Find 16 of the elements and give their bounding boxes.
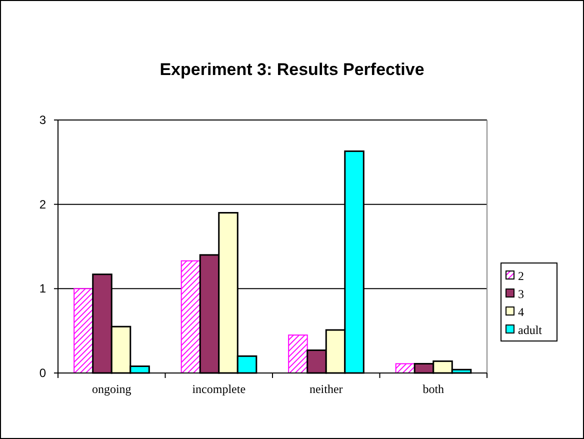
x-tick-label: ongoing — [92, 382, 132, 396]
y-tick-label: 3 — [39, 113, 46, 127]
y-tick-label: 0 — [39, 366, 46, 380]
legend-label: 2 — [518, 269, 524, 283]
x-tick-label: both — [422, 382, 444, 396]
bar — [180, 260, 201, 374]
legend-label: 3 — [518, 287, 524, 301]
legend-label: 4 — [518, 305, 524, 319]
x-tick-label: neither — [309, 382, 343, 396]
y-tick-label: 2 — [39, 197, 46, 212]
bar — [74, 288, 94, 374]
bar — [288, 334, 308, 374]
chart-title: Experiment 3: Results Perfective — [160, 60, 424, 79]
x-tick-label: incomplete — [192, 382, 246, 396]
legend-label: adult — [518, 323, 543, 337]
y-tick-label: 1 — [39, 282, 46, 296]
